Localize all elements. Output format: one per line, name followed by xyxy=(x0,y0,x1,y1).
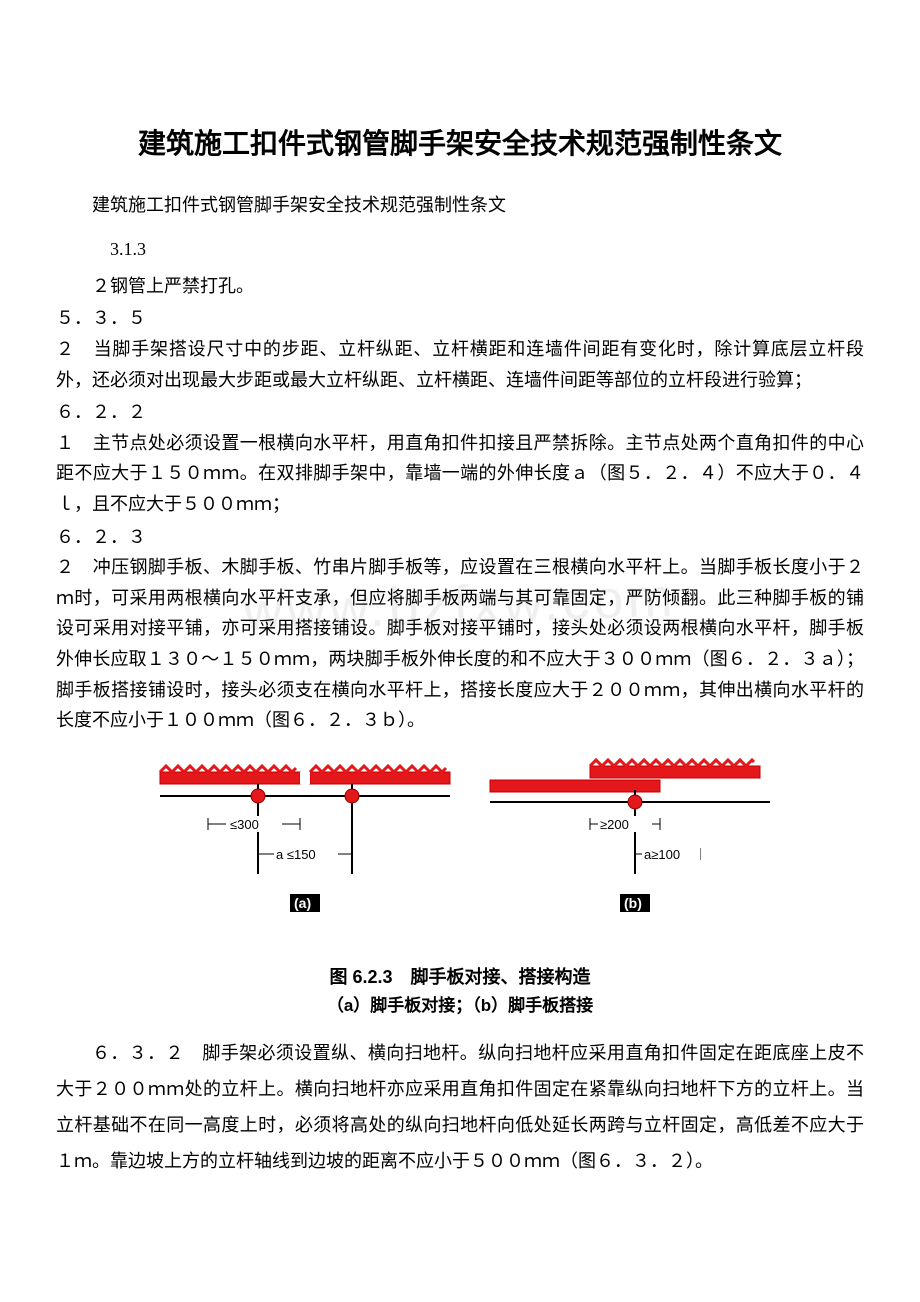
label-a: (a) xyxy=(294,895,311,911)
subtitle: 建筑施工扣件式钢管脚手架安全技术规范强制性条文 xyxy=(56,190,864,221)
figure-caption: 图 6.2.3 脚手板对接、搭接构造 xyxy=(56,962,864,993)
clause-6-2-3-header: ６．２．３ xyxy=(56,522,864,553)
clause-5-3-5-header: ５．３．５ xyxy=(56,303,864,334)
figure-6-2-3: ≤300 a ≤150 (a) xyxy=(140,754,780,954)
clause-3-1-3-num: 3.1.3 xyxy=(56,234,864,265)
diagram-a: ≤300 a ≤150 (a) xyxy=(160,766,450,912)
dim-a-top: ≤300 xyxy=(230,817,259,832)
figure-subcaption: （a）脚手板对接；（b）脚手板搭接 xyxy=(56,992,864,1021)
diagram-b: ≥200 a≥100 (b) xyxy=(490,760,770,912)
clause-5-3-5-text: ２ 当脚手架搭设尺寸中的步距、立杆纵距、立杆横距和连墙件间距有变化时，除计算底层… xyxy=(56,334,864,395)
dim-a-mid: a ≤150 xyxy=(276,847,316,862)
clause-3-1-3-text: ２钢管上严禁打孔。 xyxy=(56,271,864,302)
clause-6-2-3-text: ２ 冲压钢脚手板、木脚手板、竹串片脚手板等，应设置在三根横向水平杆上。当脚手板长… xyxy=(56,552,864,736)
clause-6-2-2-header: ６．２．２ xyxy=(56,397,864,428)
document-body: 建筑施工扣件式钢管脚手架安全技术规范强制性条文 建筑施工扣件式钢管脚手架安全技术… xyxy=(56,120,864,1179)
label-b: (b) xyxy=(624,895,642,911)
dim-b-top: ≥200 xyxy=(600,817,629,832)
page-title: 建筑施工扣件式钢管脚手架安全技术规范强制性条文 xyxy=(56,120,864,168)
clause-6-3-2-text: ６．３．２ 脚手架必须设置纵、横向扫地杆。纵向扫地杆应采用直角扣件固定在距底座上… xyxy=(56,1035,864,1179)
dim-b-mid: a≥100 xyxy=(644,847,680,862)
clause-6-2-2-text: １ 主节点处必须设置一根横向水平杆，用直角扣件扣接且严禁拆除。主节点处两个直角扣… xyxy=(56,428,864,520)
figure-svg: ≤300 a ≤150 (a) xyxy=(140,754,780,954)
